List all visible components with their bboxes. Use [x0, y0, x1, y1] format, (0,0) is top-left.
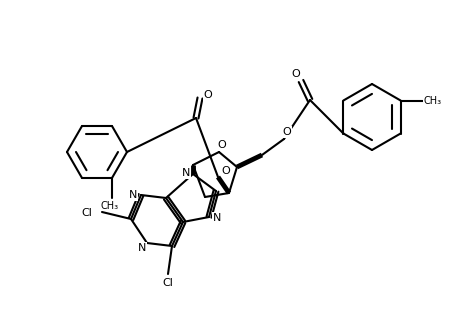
Text: N: N [182, 168, 190, 178]
Text: N: N [213, 213, 221, 223]
Text: N: N [129, 190, 137, 200]
Text: O: O [292, 69, 300, 79]
Text: N: N [138, 243, 146, 253]
Text: Cl: Cl [163, 278, 174, 288]
Text: Cl: Cl [81, 208, 92, 218]
Text: CH₃: CH₃ [101, 201, 119, 211]
Text: O: O [218, 140, 226, 150]
Text: O: O [204, 90, 213, 100]
Text: O: O [222, 166, 230, 176]
Text: CH₃: CH₃ [424, 95, 442, 106]
Text: O: O [283, 127, 291, 137]
